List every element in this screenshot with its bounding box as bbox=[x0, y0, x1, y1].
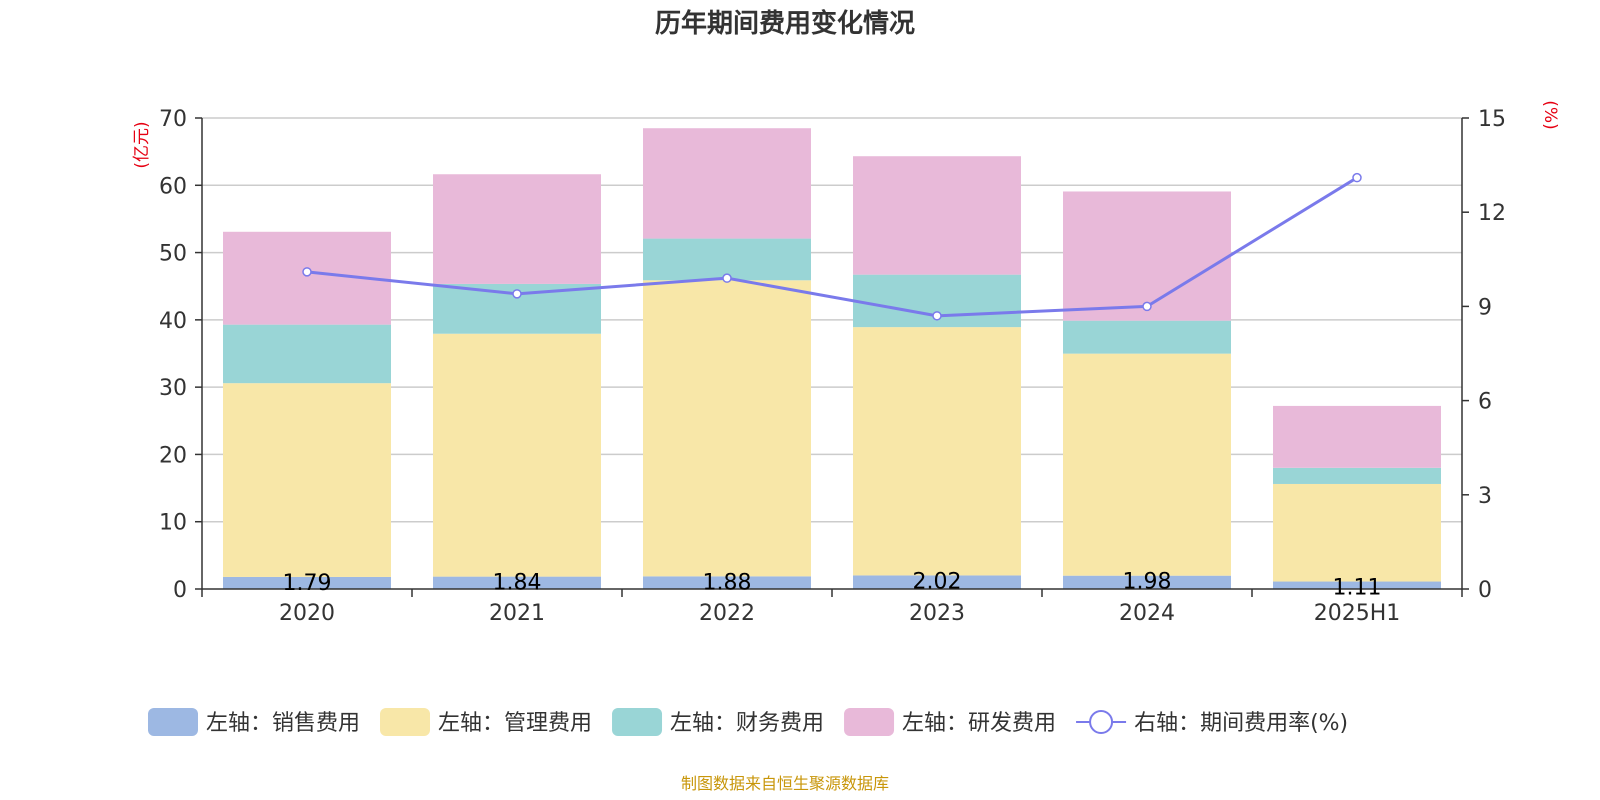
bar-研发费用 bbox=[853, 156, 1021, 275]
left-tick-label: 10 bbox=[159, 511, 187, 536]
legend-swatch bbox=[380, 708, 431, 736]
data-labels: 1.79 1.84 1.88 2.02 1.98 1.11 bbox=[283, 569, 1382, 600]
bar-研发费用 bbox=[1273, 405, 1441, 468]
right-axis-unit: (%) bbox=[1540, 100, 1560, 129]
bar-财务费用 bbox=[1063, 320, 1231, 354]
x-tick-label: 2020 bbox=[279, 601, 335, 626]
bar-销售费用 bbox=[223, 576, 391, 589]
line-point bbox=[1142, 301, 1152, 312]
bar-销售费用 bbox=[643, 576, 811, 589]
line-point bbox=[1352, 172, 1362, 183]
bar-销售费用 bbox=[1063, 575, 1231, 589]
left-tick-label: 60 bbox=[159, 174, 187, 199]
left-tick-label: 50 bbox=[159, 242, 187, 267]
source-note: 制图数据来自恒生聚源数据库 bbox=[681, 774, 889, 793]
x-tick-label: 2024 bbox=[1119, 601, 1175, 626]
bar-财务费用 bbox=[223, 324, 391, 384]
left-tick-label: 0 bbox=[173, 578, 187, 603]
left-axis-unit: (亿元) bbox=[132, 121, 152, 168]
legend-label: 右轴：期间费用率(%) bbox=[1134, 711, 1348, 736]
legend-swatch bbox=[612, 708, 663, 736]
bar-管理费用 bbox=[1063, 353, 1231, 576]
bar-销售费用 bbox=[433, 576, 601, 589]
grid-lines bbox=[202, 117, 1462, 523]
legend-line-marker bbox=[1089, 710, 1114, 734]
line-point bbox=[932, 311, 942, 321]
bar-管理费用 bbox=[853, 327, 1021, 576]
bar-销售费用 bbox=[853, 575, 1021, 589]
bar-销售费用 bbox=[1273, 581, 1441, 589]
right-tick-label: 0 bbox=[1478, 578, 1492, 603]
left-tick-label: 20 bbox=[159, 443, 187, 468]
right-tick-label: 9 bbox=[1478, 295, 1492, 320]
legend-label: 左轴：财务费用 bbox=[670, 711, 824, 736]
legend-swatch bbox=[844, 708, 895, 736]
bar-管理费用 bbox=[1273, 483, 1441, 582]
bar-研发费用 bbox=[433, 174, 601, 284]
chart-title: 历年期间费用变化情况 bbox=[655, 8, 915, 39]
right-tick-label: 12 bbox=[1478, 201, 1506, 226]
bar-管理费用 bbox=[433, 333, 601, 577]
legend-label: 左轴：管理费用 bbox=[438, 711, 592, 736]
right-tick-label: 6 bbox=[1478, 390, 1492, 415]
bar-管理费用 bbox=[223, 383, 391, 577]
line-point bbox=[722, 273, 732, 283]
line-point bbox=[302, 267, 312, 277]
x-tick-label: 2023 bbox=[909, 601, 965, 626]
x-tick-label: 2025H1 bbox=[1314, 601, 1401, 626]
legend-label: 左轴：销售费用 bbox=[206, 711, 360, 736]
bar-财务费用 bbox=[643, 238, 811, 281]
data-label: 1.88 bbox=[703, 570, 752, 595]
line-series-path bbox=[306, 176, 1358, 318]
bar-管理费用 bbox=[643, 280, 811, 577]
right-tick-label: 15 bbox=[1478, 107, 1506, 132]
data-label: 1.98 bbox=[1123, 570, 1172, 595]
x-tick-label: 2022 bbox=[699, 601, 755, 626]
right-tick-label: 3 bbox=[1478, 484, 1492, 509]
data-label: 1.79 bbox=[283, 571, 332, 596]
left-tick-label: 70 bbox=[159, 107, 187, 132]
line-point bbox=[512, 289, 522, 299]
left-tick-label: 30 bbox=[159, 376, 187, 401]
legend-label: 左轴：研发费用 bbox=[902, 711, 1056, 736]
bar-财务费用 bbox=[1273, 467, 1441, 484]
x-tick-label: 2021 bbox=[489, 601, 545, 626]
data-label: 1.11 bbox=[1333, 576, 1382, 601]
left-tick-label: 40 bbox=[159, 309, 187, 334]
bar-area bbox=[223, 128, 1441, 589]
legend-swatch bbox=[148, 708, 198, 736]
legend: 左轴：销售费用 左轴：管理费用 左轴：财务费用 左轴：研发费用 右轴：期间费用率(%) bbox=[148, 708, 1348, 736]
data-label: 2.02 bbox=[913, 569, 962, 594]
line-area bbox=[302, 172, 1362, 321]
axes: 0 10 20 30 40 50 60 70 0 3 6 9 12 15 2020 2021 2022 2023 2… bbox=[159, 107, 1506, 626]
data-label: 1.84 bbox=[493, 571, 542, 596]
bar-研发费用 bbox=[1063, 191, 1231, 321]
bar-研发费用 bbox=[643, 128, 811, 239]
